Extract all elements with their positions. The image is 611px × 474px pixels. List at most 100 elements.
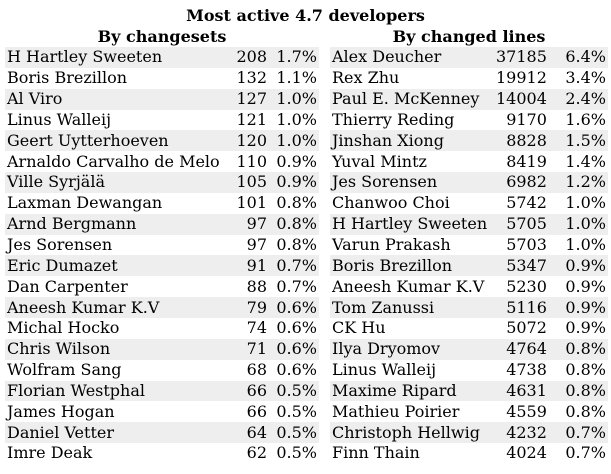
developer-percent: 2.4% — [548, 88, 608, 110]
table-row: Boris Brezillon 5347 0.9% — [330, 255, 608, 277]
developer-name: Ilya Dryomov — [330, 338, 494, 360]
table-row: Maxime Ripard 4631 0.8% — [330, 380, 608, 402]
table-row: Florian Westphal 66 0.5% — [5, 380, 319, 402]
table-row: Jes Sorensen 6982 1.2% — [330, 172, 608, 193]
developer-name: Florian Westphal — [5, 380, 231, 402]
developer-name: Rex Zhu — [330, 67, 494, 89]
developer-count: 97 — [231, 234, 269, 256]
developer-count: 6982 — [494, 172, 549, 193]
developer-name: Arnd Bergmann — [5, 213, 231, 235]
by-changesets-section: By changesets H Hartley Sweeten 208 1.7% Bo… — [5, 27, 319, 464]
table-row: Boris Brezillon 132 1.1% — [5, 67, 319, 89]
developer-count: 5703 — [494, 234, 549, 256]
developer-percent: 0.8% — [548, 338, 608, 360]
table-row: Jinshan Xiong 8828 1.5% — [330, 130, 608, 152]
developer-count: 5072 — [494, 317, 549, 339]
developer-percent: 1.6% — [548, 109, 608, 131]
developer-count: 66 — [231, 401, 269, 423]
developer-name: Aneesh Kumar K.V — [330, 276, 494, 298]
developer-percent: 3.4% — [548, 67, 608, 89]
developer-percent: 0.7% — [548, 422, 608, 444]
developer-count: 37185 — [494, 47, 549, 68]
developer-count: 79 — [231, 297, 269, 318]
table-row: Dan Carpenter 88 0.7% — [5, 276, 319, 298]
developer-name: Maxime Ripard — [330, 380, 494, 402]
developer-count: 68 — [231, 359, 269, 381]
developer-percent: 1.0% — [269, 109, 319, 131]
developer-count: 14004 — [494, 88, 549, 110]
by-changed-lines-rows: Alex Deucher 37185 6.4% Rex Zhu 19912 3.4% Pau… — [330, 47, 608, 464]
table-row: Michal Hocko 74 0.6% — [5, 317, 319, 339]
table-row: Chris Wilson 71 0.6% — [5, 338, 319, 360]
developer-count: 120 — [231, 130, 269, 152]
developer-name: Al Viro — [5, 88, 231, 110]
developer-count: 105 — [231, 172, 269, 193]
developer-percent: 1.0% — [548, 192, 608, 214]
developer-name: Imre Deak — [5, 443, 231, 464]
developer-name: Arnaldo Carvalho de Melo — [5, 151, 231, 173]
table-row: Mathieu Poirier 4559 0.8% — [330, 401, 608, 423]
developer-count: 71 — [231, 338, 269, 360]
developer-name: Linus Walleij — [5, 109, 231, 131]
table-row: Finn Thain 4024 0.7% — [330, 443, 608, 464]
table-row: Paul E. McKenney 14004 2.4% — [330, 88, 608, 110]
developer-percent: 0.9% — [548, 317, 608, 339]
developer-percent: 0.9% — [548, 255, 608, 277]
table-row: Yuval Mintz 8419 1.4% — [330, 151, 608, 173]
developer-percent: 1.5% — [548, 130, 608, 152]
developer-name: Boris Brezillon — [330, 255, 494, 277]
developer-count: 4232 — [494, 422, 549, 444]
developer-count: 110 — [231, 151, 269, 173]
developer-count: 97 — [231, 213, 269, 235]
developer-percent: 0.9% — [269, 172, 319, 193]
table-row: Ilya Dryomov 4764 0.8% — [330, 338, 608, 360]
table-row: Al Viro 127 1.0% — [5, 88, 319, 110]
table-row: Linus Walleij 121 1.0% — [5, 109, 319, 131]
table-row: Linus Walleij 4738 0.8% — [330, 359, 608, 381]
developer-name: Chris Wilson — [5, 338, 231, 360]
by-changed-lines-section: By changed lines Alex Deucher 37185 6.4% Re… — [330, 27, 608, 464]
developer-name: Tom Zanussi — [330, 297, 494, 318]
developer-count: 19912 — [494, 67, 549, 89]
developer-percent: 0.5% — [269, 401, 319, 423]
developer-count: 5116 — [494, 297, 549, 318]
developer-count: 88 — [231, 276, 269, 298]
developer-percent: 1.7% — [269, 47, 319, 68]
developer-percent: 0.5% — [269, 443, 319, 464]
developer-count: 4631 — [494, 380, 549, 402]
developer-percent: 0.8% — [548, 380, 608, 402]
developer-name: Paul E. McKenney — [330, 88, 494, 110]
developer-percent: 0.6% — [269, 317, 319, 339]
developer-percent: 0.8% — [269, 213, 319, 235]
table-row: Christoph Hellwig 4232 0.7% — [330, 422, 608, 444]
developer-name: Linus Walleij — [330, 359, 494, 381]
by-changesets-table: H Hartley Sweeten 208 1.7% Boris Brezillon 1… — [5, 47, 319, 464]
developer-percent: 1.1% — [269, 67, 319, 89]
developer-name: Christoph Hellwig — [330, 422, 494, 444]
developer-percent: 0.9% — [548, 276, 608, 298]
developer-percent: 1.0% — [548, 213, 608, 235]
developer-name: Ville Syrjälä — [5, 172, 231, 193]
table-row: Arnd Bergmann 97 0.8% — [5, 213, 319, 235]
developer-percent: 0.9% — [548, 297, 608, 318]
developer-percent: 1.0% — [269, 88, 319, 110]
table-row: Jes Sorensen 97 0.8% — [5, 234, 319, 256]
developer-percent: 0.6% — [269, 359, 319, 381]
developer-name: Thierry Reding — [330, 109, 494, 131]
developer-percent: 1.0% — [548, 234, 608, 256]
developer-percent: 0.5% — [269, 422, 319, 444]
table-row: Geert Uytterhoeven 120 1.0% — [5, 130, 319, 152]
developer-count: 91 — [231, 255, 269, 277]
table-row: Eric Dumazet 91 0.7% — [5, 255, 319, 277]
table-row: Imre Deak 62 0.5% — [5, 443, 319, 464]
developer-name: H Hartley Sweeten — [5, 47, 231, 68]
developer-name: James Hogan — [5, 401, 231, 423]
developer-name: Alex Deucher — [330, 47, 494, 68]
developer-percent: 0.7% — [269, 276, 319, 298]
table-row: Alex Deucher 37185 6.4% — [330, 47, 608, 68]
developer-name: Wolfram Sang — [5, 359, 231, 381]
developer-name: Boris Brezillon — [5, 67, 231, 89]
developer-name: Laxman Dewangan — [5, 192, 231, 214]
developer-name: Chanwoo Choi — [330, 192, 494, 214]
